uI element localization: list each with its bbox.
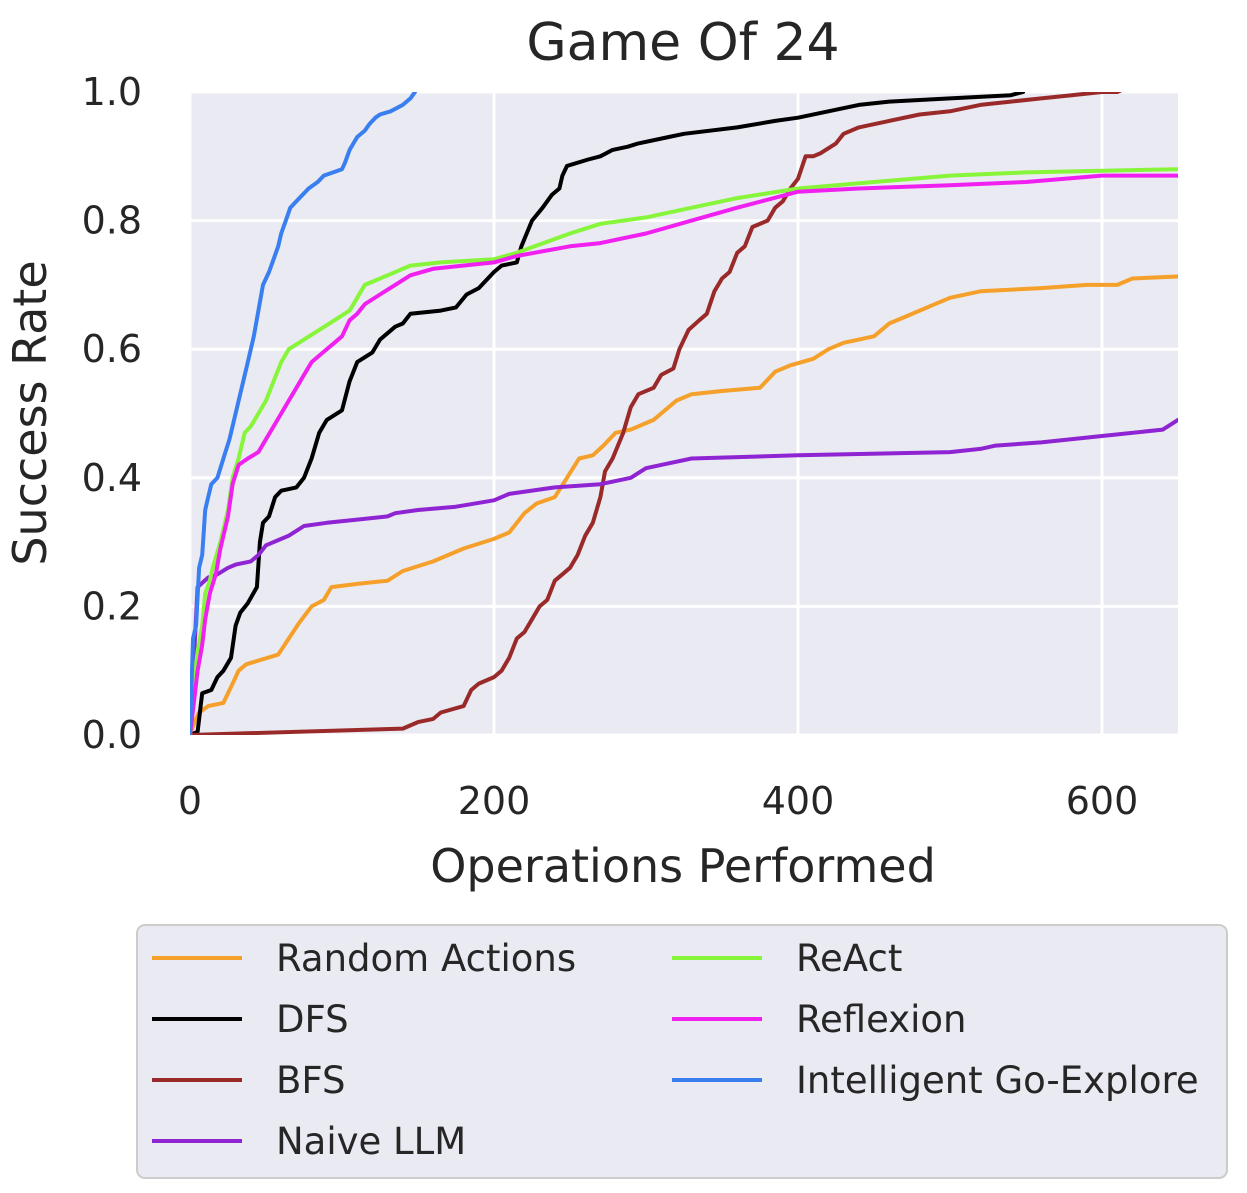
legend: Random Actions DFS BFS Naive LLM ReAct Reflex… xyxy=(136,924,1228,1179)
series-line-dfs xyxy=(190,92,1025,735)
grid xyxy=(188,90,1178,737)
legend-label-naive-llm: Naive LLM xyxy=(276,1120,466,1163)
series-line-intelligent-go-explore xyxy=(190,92,417,735)
x-tick-label: 400 xyxy=(762,779,835,823)
y-tick-labels: 0.0 0.2 0.4 0.6 0.8 1.0 xyxy=(82,70,142,757)
x-tick-label: 200 xyxy=(458,779,531,823)
x-tick-labels: 0 200 400 600 xyxy=(178,779,1138,823)
plot-area xyxy=(190,92,1178,735)
legend-label-random-actions: Random Actions xyxy=(276,937,576,980)
legend-label-reflexion: Reflexion xyxy=(796,998,967,1041)
chart-title: Game Of 24 xyxy=(526,13,839,73)
y-tick-label: 1.0 xyxy=(82,70,142,114)
y-tick-label: 0.6 xyxy=(82,327,142,371)
x-tick-label: 600 xyxy=(1066,779,1139,823)
series-line-react xyxy=(190,167,1178,735)
series-lines xyxy=(190,92,1178,735)
x-axis-label: Operations Performed xyxy=(430,839,936,893)
y-tick-label: 0.8 xyxy=(82,199,142,243)
series-line-bfs xyxy=(190,92,1123,735)
legend-label-intelligent-go-explore: Intelligent Go-Explore xyxy=(796,1059,1199,1102)
y-tick-label: 0.2 xyxy=(82,584,142,628)
series-line-reflexion xyxy=(190,173,1178,735)
x-tick-label: 0 xyxy=(178,779,202,823)
legend-label-dfs: DFS xyxy=(276,998,349,1041)
y-tick-label: 0.4 xyxy=(82,456,142,500)
y-tick-label: 0.0 xyxy=(82,713,142,757)
series-line-random-actions xyxy=(190,274,1178,735)
legend-box xyxy=(136,924,1228,1179)
legend-label-react: ReAct xyxy=(796,937,902,980)
series-line-naive-llm xyxy=(190,417,1178,735)
y-axis-label: Success Rate xyxy=(3,260,57,565)
legend-label-bfs: BFS xyxy=(276,1059,346,1102)
